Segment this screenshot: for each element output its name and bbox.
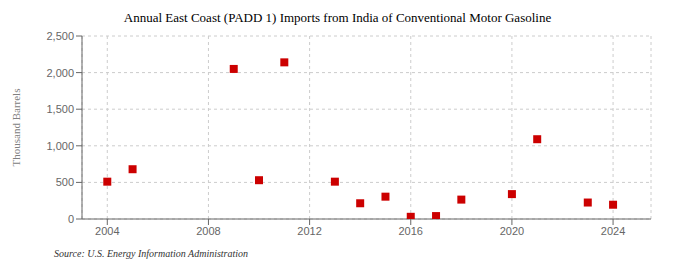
svg-text:2024: 2024 [601, 225, 625, 237]
svg-text:2,500: 2,500 [46, 30, 74, 42]
svg-text:0: 0 [68, 213, 74, 225]
svg-text:1,500: 1,500 [46, 103, 74, 115]
svg-text:2012: 2012 [297, 225, 321, 237]
svg-text:2016: 2016 [399, 225, 423, 237]
svg-text:2020: 2020 [500, 225, 524, 237]
svg-text:2008: 2008 [196, 225, 220, 237]
svg-text:Thousand Barrels: Thousand Barrels [10, 89, 22, 167]
svg-text:2,000: 2,000 [46, 67, 74, 79]
html-text:Source: U.S. Energy Informatio: Source: U.S. Energy Information Administ… [54, 248, 249, 259]
svg-text:2004: 2004 [95, 225, 119, 237]
svg-text:500: 500 [56, 176, 74, 188]
html-text:Annual East Coast (PADD 1) Imp: Annual East Coast (PADD 1) Imports from … [123, 10, 552, 25]
svg-text:1,000: 1,000 [46, 140, 74, 152]
